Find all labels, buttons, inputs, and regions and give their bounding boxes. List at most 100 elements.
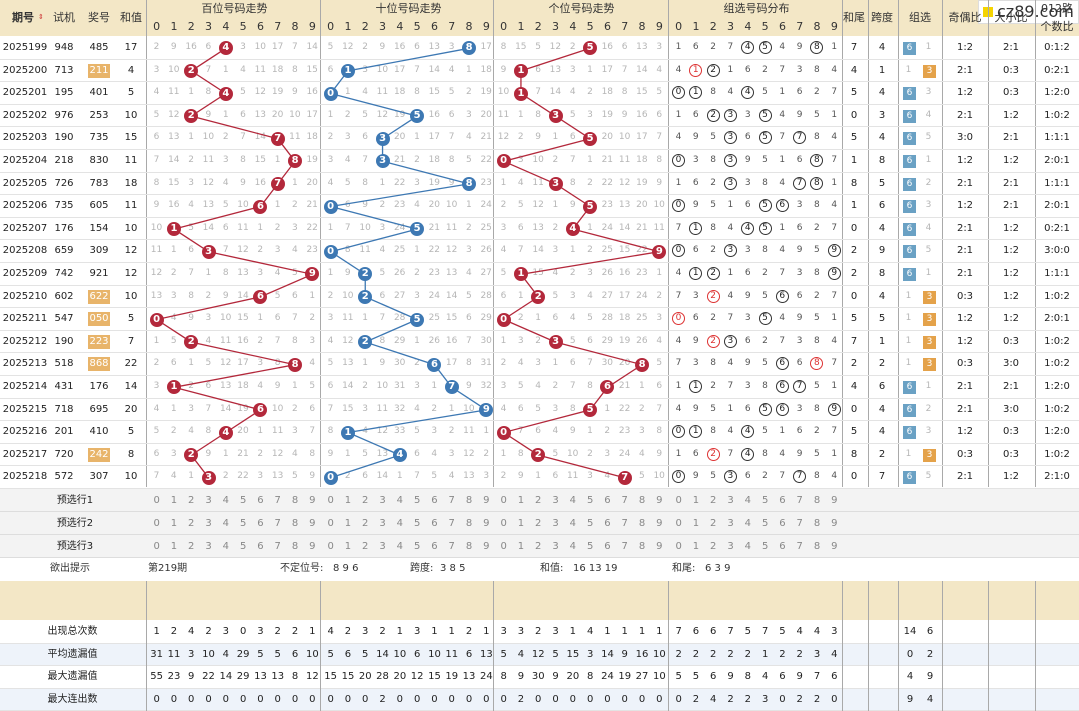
preselect-digit[interactable]: 7 <box>274 518 281 529</box>
preselect-digit[interactable]: 0 <box>500 495 507 506</box>
preselect-digit[interactable]: 0 <box>675 518 682 529</box>
preselect-digit[interactable]: 2 <box>710 518 717 529</box>
preselect-digit[interactable]: 6 <box>431 495 438 506</box>
preselect-digit[interactable]: 5 <box>239 541 247 552</box>
preselect-digit[interactable]: 1 <box>170 495 178 506</box>
preselect-digit[interactable]: 9 <box>483 518 490 529</box>
preselect-digit[interactable]: 8 <box>813 495 821 506</box>
site-logo[interactable]: cz89.com <box>978 0 1079 24</box>
sort-icon[interactable]: ⇕ <box>38 13 44 21</box>
preselect-digit[interactable]: 0 <box>153 518 160 529</box>
preselect-digit[interactable]: 1 <box>344 541 352 552</box>
preselect-digit[interactable]: 1 <box>517 518 525 529</box>
preselect-digit[interactable]: 6 <box>779 495 786 506</box>
preselect-digit[interactable]: 5 <box>761 541 769 552</box>
preselect-digit[interactable]: 4 <box>569 495 577 506</box>
preselect-digit[interactable]: 3 <box>205 541 212 552</box>
preselect-digit[interactable]: 9 <box>831 541 838 552</box>
preselect-digit[interactable]: 5 <box>239 518 247 529</box>
preselect-digit[interactable]: 4 <box>569 518 577 529</box>
preselect-digit[interactable]: 5 <box>586 495 594 506</box>
preselect-digit[interactable]: 2 <box>535 541 542 552</box>
preselect-digit[interactable]: 8 <box>291 518 299 529</box>
preselect-digit[interactable]: 6 <box>431 541 438 552</box>
preselect-digit[interactable]: 6 <box>257 541 264 552</box>
preselect-digit[interactable]: 1 <box>692 541 700 552</box>
preselect-digit[interactable]: 0 <box>153 495 160 506</box>
preselect-digit[interactable]: 1 <box>692 518 700 529</box>
preselect-digit[interactable]: 2 <box>362 518 369 529</box>
preselect-digit[interactable]: 3 <box>727 495 734 506</box>
preselect-digit[interactable]: 2 <box>535 518 542 529</box>
preselect-digit[interactable]: 1 <box>170 518 178 529</box>
preselect-digit[interactable]: 5 <box>761 518 769 529</box>
preselect-digit[interactable]: 5 <box>413 518 421 529</box>
preselect-digit[interactable]: 4 <box>396 541 404 552</box>
preselect-digit[interactable]: 2 <box>188 541 195 552</box>
preselect-digit[interactable]: 9 <box>483 495 490 506</box>
preselect-digit[interactable]: 9 <box>831 518 838 529</box>
preselect-digit[interactable]: 4 <box>396 518 404 529</box>
preselect-digit[interactable]: 5 <box>413 541 421 552</box>
preselect-digit[interactable]: 6 <box>604 495 611 506</box>
preselect-digit[interactable]: 3 <box>727 541 734 552</box>
preselect-digit[interactable]: 4 <box>222 518 230 529</box>
preselect-digit[interactable]: 6 <box>257 518 264 529</box>
preselect-digit[interactable]: 9 <box>309 518 316 529</box>
preselect-digit[interactable]: 2 <box>362 495 369 506</box>
preselect-digit[interactable]: 9 <box>656 518 663 529</box>
preselect-digit[interactable]: 1 <box>517 541 525 552</box>
preselect-digit[interactable]: 0 <box>675 541 682 552</box>
preselect-digit[interactable]: 3 <box>727 518 734 529</box>
preselect-digit[interactable]: 7 <box>274 495 281 506</box>
preselect-digit[interactable]: 4 <box>396 495 404 506</box>
preselect-digit[interactable]: 7 <box>796 518 803 529</box>
preselect-digit[interactable]: 1 <box>170 541 178 552</box>
preselect-digit[interactable]: 6 <box>779 541 786 552</box>
preselect-digit[interactable]: 0 <box>327 518 334 529</box>
preselect-digit[interactable]: 3 <box>552 518 559 529</box>
preselect-digit[interactable]: 8 <box>465 518 473 529</box>
preselect-digit[interactable]: 2 <box>188 518 195 529</box>
preselect-digit[interactable]: 9 <box>309 495 316 506</box>
preselect-digit[interactable]: 7 <box>448 518 455 529</box>
preselect-digit[interactable]: 7 <box>621 495 628 506</box>
preselect-digit[interactable]: 7 <box>448 541 455 552</box>
preselect-digit[interactable]: 0 <box>327 495 334 506</box>
preselect-digit[interactable]: 0 <box>327 541 334 552</box>
preselect-digit[interactable]: 5 <box>586 541 594 552</box>
preselect-digit[interactable]: 7 <box>448 495 455 506</box>
preselect-digit[interactable]: 9 <box>656 495 663 506</box>
preselect-digit[interactable]: 2 <box>710 541 717 552</box>
preselect-digit[interactable]: 7 <box>796 495 803 506</box>
preselect-digit[interactable]: 2 <box>710 495 717 506</box>
preselect-digit[interactable]: 8 <box>291 541 299 552</box>
preselect-digit[interactable]: 8 <box>465 541 473 552</box>
preselect-digit[interactable]: 3 <box>379 518 386 529</box>
preselect-digit[interactable]: 8 <box>638 518 646 529</box>
preselect-digit[interactable]: 2 <box>535 495 542 506</box>
preselect-digit[interactable]: 2 <box>188 495 195 506</box>
preselect-digit[interactable]: 9 <box>656 541 663 552</box>
preselect-digit[interactable]: 4 <box>744 495 752 506</box>
preselect-digit[interactable]: 1 <box>344 495 352 506</box>
preselect-digit[interactable]: 5 <box>586 518 594 529</box>
preselect-digit[interactable]: 1 <box>692 495 700 506</box>
preselect-digit[interactable]: 7 <box>621 518 628 529</box>
preselect-digit[interactable]: 3 <box>205 495 212 506</box>
preselect-digit[interactable]: 3 <box>552 541 559 552</box>
preselect-digit[interactable]: 6 <box>604 541 611 552</box>
preselect-digit[interactable]: 6 <box>779 518 786 529</box>
preselect-digit[interactable]: 3 <box>379 541 386 552</box>
preselect-digit[interactable]: 7 <box>621 541 628 552</box>
preselect-digit[interactable]: 7 <box>274 541 281 552</box>
preselect-digit[interactable]: 4 <box>744 518 752 529</box>
preselect-digit[interactable]: 3 <box>552 495 559 506</box>
preselect-digit[interactable]: 9 <box>483 541 490 552</box>
preselect-digit[interactable]: 4 <box>222 495 230 506</box>
preselect-digit[interactable]: 2 <box>362 541 369 552</box>
preselect-digit[interactable]: 4 <box>569 541 577 552</box>
preselect-digit[interactable]: 8 <box>813 541 821 552</box>
preselect-digit[interactable]: 0 <box>500 541 507 552</box>
preselect-digit[interactable]: 8 <box>291 495 299 506</box>
